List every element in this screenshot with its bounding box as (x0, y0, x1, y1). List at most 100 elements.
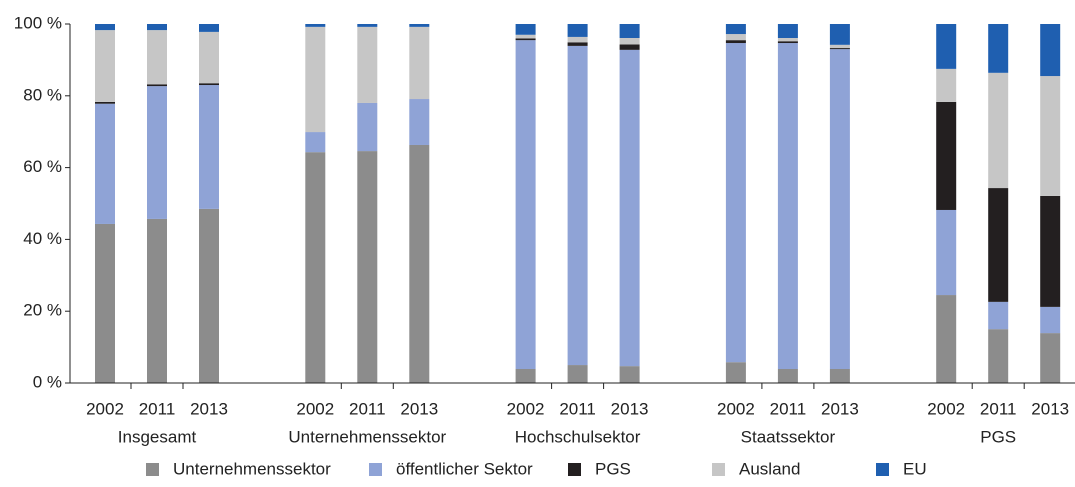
bar-segment (199, 208, 219, 383)
legend-label: Unternehmenssektor (173, 459, 331, 478)
bar-segment (147, 218, 167, 383)
x-tick-label: 2013 (190, 399, 228, 418)
x-tick-label: 2011 (349, 399, 386, 418)
y-tick-label: 20 % (23, 301, 62, 320)
bar-segment (199, 83, 219, 86)
bar-segment (409, 144, 430, 383)
bar-segment (305, 24, 326, 27)
bar-segment (95, 103, 115, 224)
bar-segment (95, 30, 115, 102)
legend-label: Ausland (739, 459, 800, 478)
bar-segment (829, 24, 850, 45)
bar-segment (829, 49, 850, 369)
x-tick-label: 2002 (296, 399, 334, 418)
x-tick-label: 2011 (980, 399, 1017, 418)
bar-segment (619, 44, 640, 50)
bar-segment (725, 362, 746, 383)
x-tick-label: 2002 (927, 399, 965, 418)
bar-segment (936, 68, 957, 102)
bar-segment (305, 152, 326, 383)
bar-segment (829, 48, 850, 50)
bar-segment (409, 26, 430, 100)
bar-segment (199, 24, 219, 32)
bar-segment (619, 49, 640, 367)
bar-segment (515, 34, 536, 39)
bar-segment (409, 24, 430, 27)
bar-segment (515, 38, 536, 41)
y-tick-label: 80 % (23, 85, 62, 104)
bar-segment (936, 295, 957, 383)
bar-segment (95, 101, 115, 104)
x-tick-label: 2013 (611, 399, 649, 418)
bar-segment (619, 24, 640, 39)
x-tick-label: 2013 (400, 399, 438, 418)
x-tick-label: 2002 (507, 399, 545, 418)
bar-segment (95, 223, 115, 383)
bar-segment (777, 368, 798, 383)
bar-segment (305, 132, 326, 153)
bar-segment (829, 368, 850, 383)
bar-segment (988, 188, 1009, 302)
y-tick-label: 100 % (14, 13, 62, 32)
y-tick-label: 60 % (23, 157, 62, 176)
bar-segment (515, 40, 536, 369)
bar-segment (409, 99, 430, 145)
y-tick-label: 40 % (23, 229, 62, 248)
bar-segment (777, 43, 798, 369)
bar-segment (357, 24, 378, 27)
bar-segment (567, 365, 588, 383)
bar-segment (147, 86, 167, 219)
bar-segment (1040, 333, 1061, 383)
group-label: Staatssektor (741, 427, 836, 446)
bar-segment (147, 24, 167, 31)
bar-segment (936, 209, 957, 296)
bar-segment (777, 38, 798, 42)
x-tick-label: 2013 (1031, 399, 1069, 418)
x-tick-label: 2011 (770, 399, 807, 418)
bar-segment (725, 40, 746, 44)
bar-segment (988, 329, 1009, 383)
bar-segment (567, 24, 588, 37)
bar-segment (357, 102, 378, 152)
bar-segment (199, 85, 219, 209)
legend-label: PGS (595, 459, 631, 478)
group-label: Insgesamt (118, 427, 197, 446)
legend-swatch (146, 463, 159, 476)
bar-segment (988, 24, 1009, 73)
x-tick-label: 2013 (821, 399, 859, 418)
bar-segment (199, 31, 219, 84)
group-label: Unternehmenssektor (288, 427, 446, 446)
legend-swatch (369, 463, 382, 476)
bar-segment (936, 24, 957, 69)
bar-segment (1040, 76, 1061, 196)
bar-segment (567, 36, 588, 43)
bar-segment (777, 24, 798, 39)
bar-segment (829, 44, 850, 49)
bar-segment (725, 43, 746, 363)
bar-segment (305, 26, 326, 133)
bar-segment (619, 38, 640, 45)
bar-segment (147, 84, 167, 87)
bar-segment (988, 72, 1009, 189)
legend-label: EU (903, 459, 927, 478)
x-tick-label: 2002 (717, 399, 755, 418)
bar-segment (1040, 24, 1061, 77)
bar-segment (515, 368, 536, 383)
bar-segment (357, 151, 378, 383)
bar-segment (988, 301, 1009, 330)
bar-segment (1040, 306, 1061, 334)
bar-segment (567, 42, 588, 46)
bar-segment (725, 24, 746, 35)
x-tick-label: 2011 (559, 399, 596, 418)
legend-swatch (568, 463, 581, 476)
x-tick-label: 2011 (139, 399, 176, 418)
bar-segment (567, 45, 588, 366)
bar-segment (95, 24, 115, 31)
y-tick-label: 0 % (33, 372, 62, 391)
bar-segment (147, 30, 167, 85)
bar-segment (725, 34, 746, 41)
bar-segment (777, 41, 798, 44)
legend-label: öffentlicher Sektor (396, 459, 533, 478)
bar-segment (1040, 195, 1061, 307)
